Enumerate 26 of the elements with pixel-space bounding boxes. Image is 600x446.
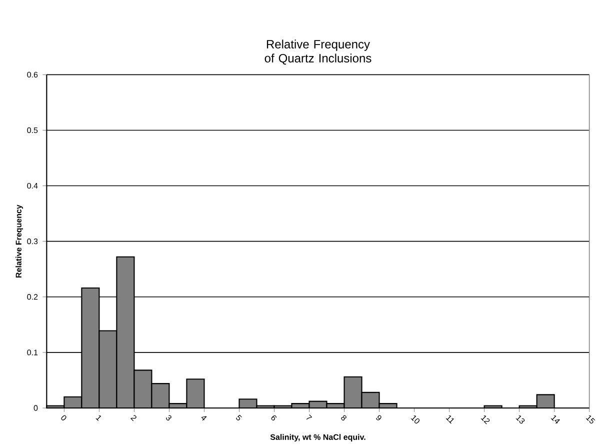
x-tick-label: 8 [341, 415, 346, 421]
x-tick-label: 14 [550, 415, 560, 424]
y-tick-label: 0.3 [27, 238, 38, 244]
x-tick-label: 1 [96, 415, 102, 422]
x-tick-label: 7 [306, 414, 312, 420]
y-tick-label: 0 [34, 405, 38, 411]
y-tick-label: 0.4 [27, 182, 38, 189]
x-tick-label: 10 [410, 416, 420, 424]
y-tick-label: 0.6 [27, 72, 38, 78]
x-tick-label: 2 [130, 415, 136, 422]
x-tick-label: 6 [271, 415, 276, 420]
y-axis-title: Relative Frequency [16, 204, 24, 278]
x-tick-label: 12 [480, 416, 490, 424]
x-tick-label: 9 [376, 415, 382, 420]
x-tick-label: 0 [61, 415, 66, 420]
x-tick-label: 11 [446, 415, 454, 424]
x-tick-label: 13 [516, 416, 525, 424]
x-tick-label: 15 [586, 415, 596, 424]
y-tick-label: 0.5 [27, 127, 38, 134]
x-axis-title: Salinity, wt % NaCl equiv. [270, 434, 366, 442]
x-tick-label: 5 [236, 414, 242, 420]
x-tick-label: 4 [201, 416, 207, 421]
y-tick-label: 0.1 [27, 350, 38, 356]
y-tick-label: 0.2 [27, 294, 38, 300]
x-tick-label: 3 [166, 415, 172, 421]
chart-title: Relative Frequency of Quartz Inclusions [264, 40, 372, 65]
